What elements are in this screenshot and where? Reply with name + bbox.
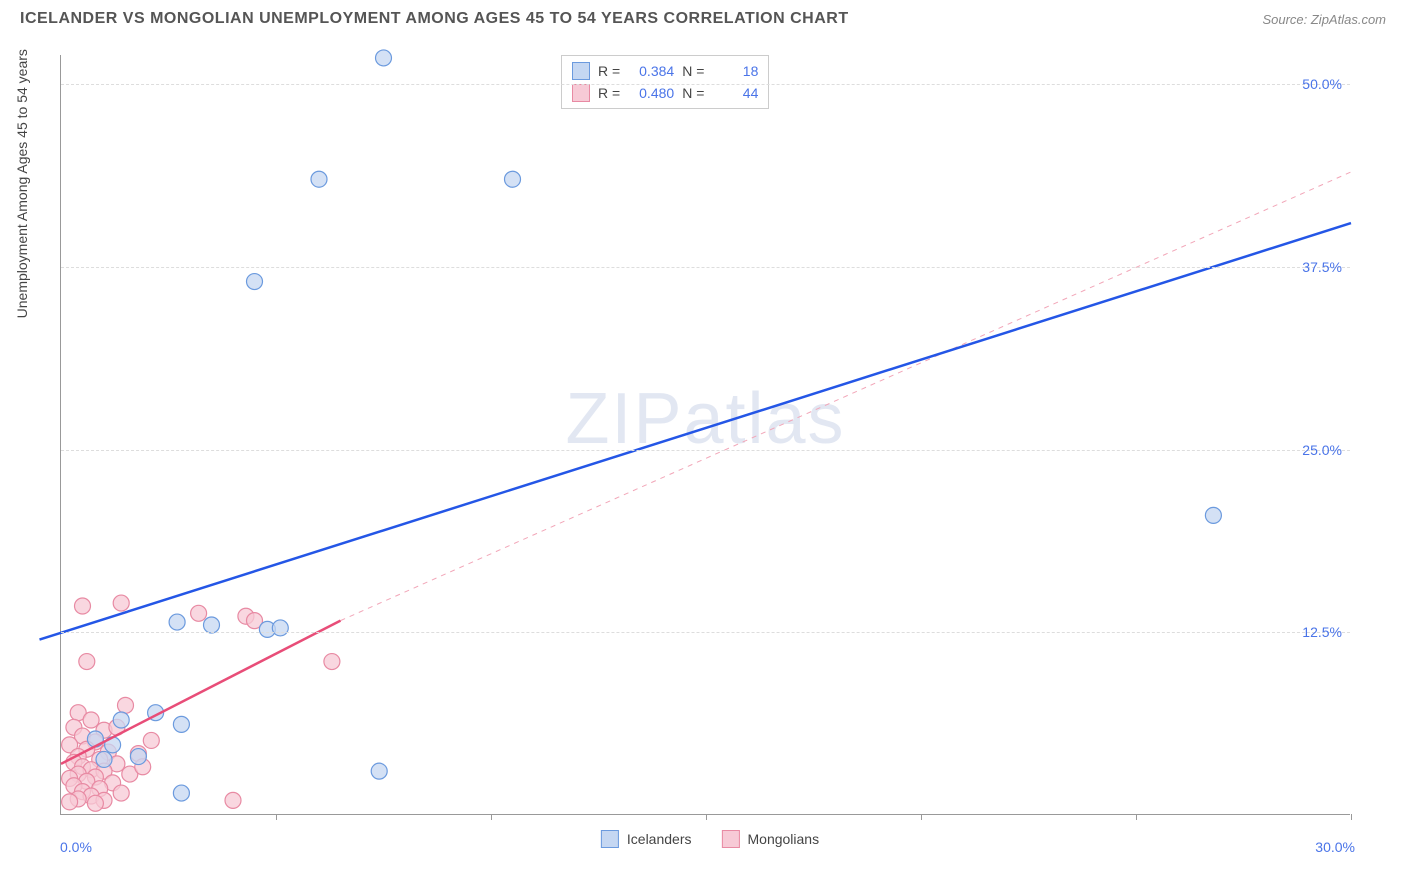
scatter-point-mongolian <box>324 654 340 670</box>
stat-r-val-1: 0.384 <box>630 63 674 79</box>
x-tick-mark <box>1136 814 1137 820</box>
scatter-point-icelander <box>96 751 112 767</box>
y-tick-label: 37.5% <box>1302 259 1342 275</box>
scatter-point-mongolian <box>79 654 95 670</box>
scatter-point-icelander <box>272 620 288 636</box>
scatter-point-icelander <box>371 763 387 779</box>
scatter-point-mongolian <box>62 794 78 810</box>
gridline-h <box>61 267 1350 268</box>
y-tick-label: 50.0% <box>1302 76 1342 92</box>
plot-svg <box>61 55 1350 814</box>
stat-row-2: R = 0.480 N = 44 <box>572 82 758 104</box>
scatter-point-mongolian <box>143 732 159 748</box>
scatter-point-mongolian <box>113 595 129 611</box>
chart-source: Source: ZipAtlas.com <box>1262 12 1386 27</box>
stat-r-val-2: 0.480 <box>630 85 674 101</box>
legend-label-1: Icelanders <box>627 831 692 847</box>
trendline <box>40 223 1352 640</box>
chart-container: Unemployment Among Ages 45 to 54 years Z… <box>50 40 1370 850</box>
scatter-point-mongolian <box>113 785 129 801</box>
x-tick-mark <box>1351 814 1352 820</box>
legend-swatch-blue <box>601 830 619 848</box>
plot-area: ZIPatlas R = 0.384 N = 18 R = 0.480 N = … <box>60 55 1350 815</box>
trendline <box>61 621 341 764</box>
gridline-h <box>61 450 1350 451</box>
scatter-point-mongolian <box>191 605 207 621</box>
swatch-blue <box>572 62 590 80</box>
scatter-point-mongolian <box>87 795 103 811</box>
scatter-point-icelander <box>311 171 327 187</box>
stat-r-label-1: R = <box>598 63 620 79</box>
stat-n-val-1: 18 <box>714 63 758 79</box>
scatter-point-mongolian <box>225 792 241 808</box>
stat-r-label-2: R = <box>598 85 620 101</box>
scatter-point-icelander <box>173 716 189 732</box>
gridline-h <box>61 632 1350 633</box>
gridline-h <box>61 84 1350 85</box>
x-tick-mark <box>921 814 922 820</box>
scatter-point-icelander <box>247 274 263 290</box>
x-tick-right: 30.0% <box>1315 839 1355 855</box>
chart-title: ICELANDER VS MONGOLIAN UNEMPLOYMENT AMON… <box>20 10 849 28</box>
trendline <box>341 172 1352 621</box>
scatter-point-icelander <box>1205 507 1221 523</box>
legend-swatch-pink <box>721 830 739 848</box>
legend-item-1: Icelanders <box>601 830 692 848</box>
scatter-point-icelander <box>376 50 392 66</box>
chart-header: ICELANDER VS MONGOLIAN UNEMPLOYMENT AMON… <box>0 0 1406 28</box>
swatch-pink <box>572 84 590 102</box>
scatter-point-icelander <box>173 785 189 801</box>
y-tick-label: 25.0% <box>1302 442 1342 458</box>
stat-box: R = 0.384 N = 18 R = 0.480 N = 44 <box>561 55 769 109</box>
scatter-point-icelander <box>204 617 220 633</box>
scatter-point-mongolian <box>118 697 134 713</box>
x-tick-mark <box>276 814 277 820</box>
x-tick-mark <box>706 814 707 820</box>
stat-n-val-2: 44 <box>714 85 758 101</box>
y-axis-label: Unemployment Among Ages 45 to 54 years <box>14 49 30 318</box>
legend-item-2: Mongolians <box>721 830 819 848</box>
scatter-point-mongolian <box>83 712 99 728</box>
stat-n-label-2: N = <box>682 85 704 101</box>
scatter-point-icelander <box>505 171 521 187</box>
stat-n-label-1: N = <box>682 63 704 79</box>
scatter-point-icelander <box>113 712 129 728</box>
stat-row-1: R = 0.384 N = 18 <box>572 60 758 82</box>
legend-label-2: Mongolians <box>747 831 819 847</box>
x-tick-mark <box>491 814 492 820</box>
scatter-point-mongolian <box>75 598 91 614</box>
legend-bottom: Icelanders Mongolians <box>601 830 819 848</box>
x-tick-left: 0.0% <box>60 839 92 855</box>
y-tick-label: 12.5% <box>1302 624 1342 640</box>
scatter-point-icelander <box>130 749 146 765</box>
scatter-point-icelander <box>169 614 185 630</box>
